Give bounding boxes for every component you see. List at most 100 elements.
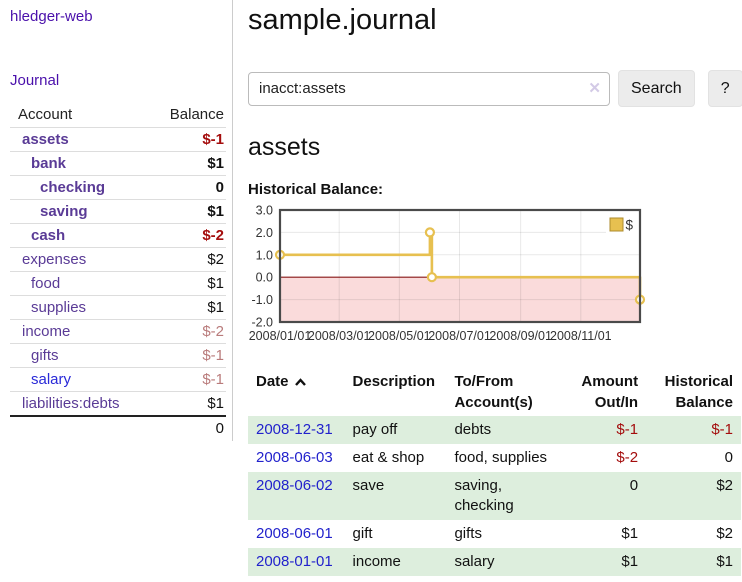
account-row: cash $-2 (10, 224, 226, 248)
sidebar-item-journal[interactable]: Journal (10, 72, 60, 89)
account-name-cell: expenses (10, 248, 146, 272)
sidebar-account-link[interactable]: gifts (31, 347, 59, 364)
svg-text:3.0: 3.0 (256, 205, 273, 218)
brand-link[interactable]: hledger-web (10, 8, 93, 25)
account-table-header: Account Balance (10, 103, 226, 128)
balance-column-header: Balance (169, 106, 224, 123)
total-balance: 0 (215, 420, 224, 437)
account-name-cell: supplies (10, 296, 146, 320)
transaction-date-link[interactable]: 2008-06-02 (256, 477, 333, 494)
transaction-accounts: saving, checking (454, 477, 514, 514)
sidebar-account-link[interactable]: supplies (31, 299, 87, 316)
account-row: saving $1 (10, 200, 226, 224)
help-button[interactable]: ? (707, 70, 742, 107)
svg-text:0.0: 0.0 (256, 271, 273, 285)
historical-balance-chart: 3.0 2.0 1.0 0.0 -1.0 -2.02008/01/012008/03/01… (249, 205, 646, 343)
svg-text:$: $ (626, 218, 634, 233)
svg-text:2008/01/01: 2008/01/01 (249, 329, 312, 343)
transaction-accounts: food, supplies (454, 449, 548, 466)
search-input[interactable] (248, 71, 610, 106)
transaction-row: 2008-01-01 income salary $1 $1 (248, 548, 741, 576)
search-form: ✕ Search ? (248, 70, 742, 107)
sidebar-account-link[interactable]: cash (31, 227, 66, 244)
account-balance: $-1 (202, 371, 224, 388)
sidebar-account-link[interactable]: checking (40, 179, 106, 196)
account-name-cell: gifts (10, 344, 146, 368)
sidebar-account-link[interactable]: saving (40, 203, 88, 220)
account-balance: $1 (207, 155, 224, 172)
account-name-cell: salary (10, 368, 146, 392)
account-row: salary $-1 (10, 368, 226, 392)
account-name-cell: liabilities:debts (10, 392, 146, 417)
account-balance: 0 (215, 179, 224, 196)
sidebar-account-link[interactable]: assets (22, 131, 69, 148)
account-column-header-register: To/From Account(s) (454, 373, 533, 411)
account-name-cell: checking (10, 176, 146, 200)
account-heading: assets (248, 133, 321, 161)
chart-title: Historical Balance: (248, 181, 384, 198)
transaction-row: 2008-06-01 gift gifts $1 $2 (248, 520, 741, 548)
account-name-cell: food (10, 272, 146, 296)
account-row: checking 0 (10, 176, 226, 200)
sidebar-account-rows: assets $-1 bank $1 checking 0 saving $1 cash $-2 e… (10, 128, 226, 417)
account-balance: $1 (207, 395, 224, 412)
svg-text:2008/11/01: 2008/11/01 (550, 329, 612, 343)
account-balance: $-1 (202, 131, 224, 148)
transaction-accounts: debts (454, 421, 492, 438)
account-name-cell: bank (10, 152, 146, 176)
account-name-cell: cash (10, 224, 146, 248)
sidebar-account-link[interactable]: income (22, 323, 71, 340)
account-name-cell: income (10, 320, 146, 344)
account-balance: $1 (207, 275, 224, 292)
transaction-row: 2008-06-02 save saving, checking 0 $2 (248, 472, 741, 520)
transaction-date-cell: 2008-12-31 (248, 416, 345, 444)
account-row: expenses $2 (10, 248, 226, 272)
transaction-balance: $1 (716, 553, 733, 570)
account-column-header: Account (18, 106, 73, 123)
svg-text:1.0: 1.0 (256, 248, 273, 262)
account-balance-table: Account Balance assets $-1 bank $1 checking 0… (10, 103, 226, 440)
account-row: income $-2 (10, 320, 226, 344)
register-table: Date Description To/From Account(s) Amou… (248, 368, 741, 576)
transaction-description: eat & shop (352, 449, 425, 466)
transaction-description: save (352, 477, 385, 494)
account-balance: $1 (207, 203, 224, 220)
transaction-amount: $-2 (616, 449, 639, 466)
svg-text:-2.0: -2.0 (251, 316, 273, 330)
transaction-description: income (352, 553, 401, 570)
svg-text:2.0: 2.0 (256, 226, 273, 240)
date-column-header[interactable]: Date (248, 368, 345, 416)
transaction-date-link[interactable]: 2008-12-31 (256, 421, 333, 438)
svg-text:2008/05/01: 2008/05/01 (368, 329, 431, 343)
description-column-header: Description (352, 373, 436, 390)
sidebar: hledger-web Journal Account Balance asse… (0, 0, 233, 441)
transaction-amount: $-1 (616, 421, 639, 438)
main-content: sample.journal ✕ Search ? assets Histori… (233, 0, 742, 576)
sidebar-account-link[interactable]: food (31, 275, 61, 292)
total-row: 0 (10, 416, 226, 440)
svg-text:-1.0: -1.0 (251, 293, 273, 307)
transaction-amount: $1 (621, 553, 639, 570)
search-button[interactable]: Search (618, 70, 695, 107)
amount-column-header: Amount Out/In (581, 373, 639, 411)
transaction-description: gift (352, 525, 373, 542)
transaction-date-link[interactable]: 2008-06-03 (256, 449, 333, 466)
sidebar-account-link[interactable]: salary (31, 371, 72, 388)
clear-search-icon[interactable]: ✕ (588, 79, 601, 97)
sort-ascending-icon (294, 372, 307, 393)
total-spacer (10, 416, 146, 440)
account-balance: $-2 (202, 323, 224, 340)
transaction-date-link[interactable]: 2008-06-01 (256, 525, 333, 542)
transaction-amount: $1 (621, 525, 639, 542)
transaction-date-link[interactable]: 2008-01-01 (256, 553, 333, 570)
sidebar-account-link[interactable]: expenses (22, 251, 87, 268)
page-title: sample.journal (248, 4, 437, 36)
sidebar-account-link[interactable]: liabilities:debts (22, 395, 120, 412)
sidebar-account-link[interactable]: bank (31, 155, 67, 172)
register-header-row: Date Description To/From Account(s) Amou… (248, 368, 741, 416)
transaction-balance: $2 (716, 477, 733, 494)
account-row: supplies $1 (10, 296, 226, 320)
account-balance: $-2 (202, 227, 224, 244)
svg-text:2008/09/01: 2008/09/01 (489, 329, 552, 343)
account-name-cell: assets (10, 128, 146, 152)
